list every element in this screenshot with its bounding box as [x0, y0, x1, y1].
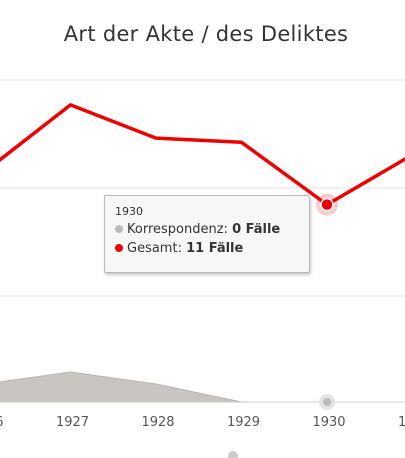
- x-tick-label: 1928: [141, 415, 174, 430]
- tooltip-row-gesamt: Gesamt: 11 Fälle: [115, 239, 299, 258]
- series-layer: [0, 103, 405, 216]
- tooltip-series-name: Gesamt: [127, 241, 178, 256]
- x-tick-label: 1931: [398, 415, 405, 430]
- scroll-handle-icon: [228, 451, 238, 458]
- series-line-gesamt: [0, 103, 405, 207]
- x-axis: 1926 1927 1928 1929 1930 1931: [0, 415, 405, 430]
- grid-lines: [0, 79, 405, 297]
- tooltip-header: 1930: [115, 205, 143, 218]
- tooltip-series-value: 0 Fälle: [232, 222, 281, 237]
- tooltip-row-korrespondenz: Korrespondenz: 0 Fälle: [115, 220, 299, 239]
- x-tick-label: 1929: [227, 415, 260, 430]
- navigator-marker: [323, 398, 331, 406]
- tooltip-series-value: 11 Fälle: [186, 241, 244, 256]
- navigator[interactable]: [0, 371, 405, 458]
- series-marker-icon: [115, 225, 123, 233]
- series-marker-icon: [115, 244, 123, 252]
- tooltip: 1930 Korrespondenz: 0 Fälle Gesamt: 11 F…: [104, 195, 310, 273]
- x-tick-label: 1926: [0, 415, 4, 430]
- tooltip-series-name: Korrespondenz: [127, 222, 224, 237]
- chart-title: Art der Akte / des Deliktes: [63, 22, 349, 46]
- x-tick-label: 1927: [56, 415, 89, 430]
- navigator-area: [0, 371, 405, 403]
- hover-point: [320, 197, 334, 212]
- x-tick-label: 1930: [312, 415, 345, 430]
